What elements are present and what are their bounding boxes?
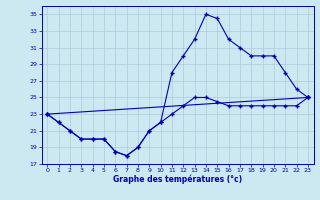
X-axis label: Graphe des températures (°c): Graphe des températures (°c) xyxy=(113,175,242,184)
